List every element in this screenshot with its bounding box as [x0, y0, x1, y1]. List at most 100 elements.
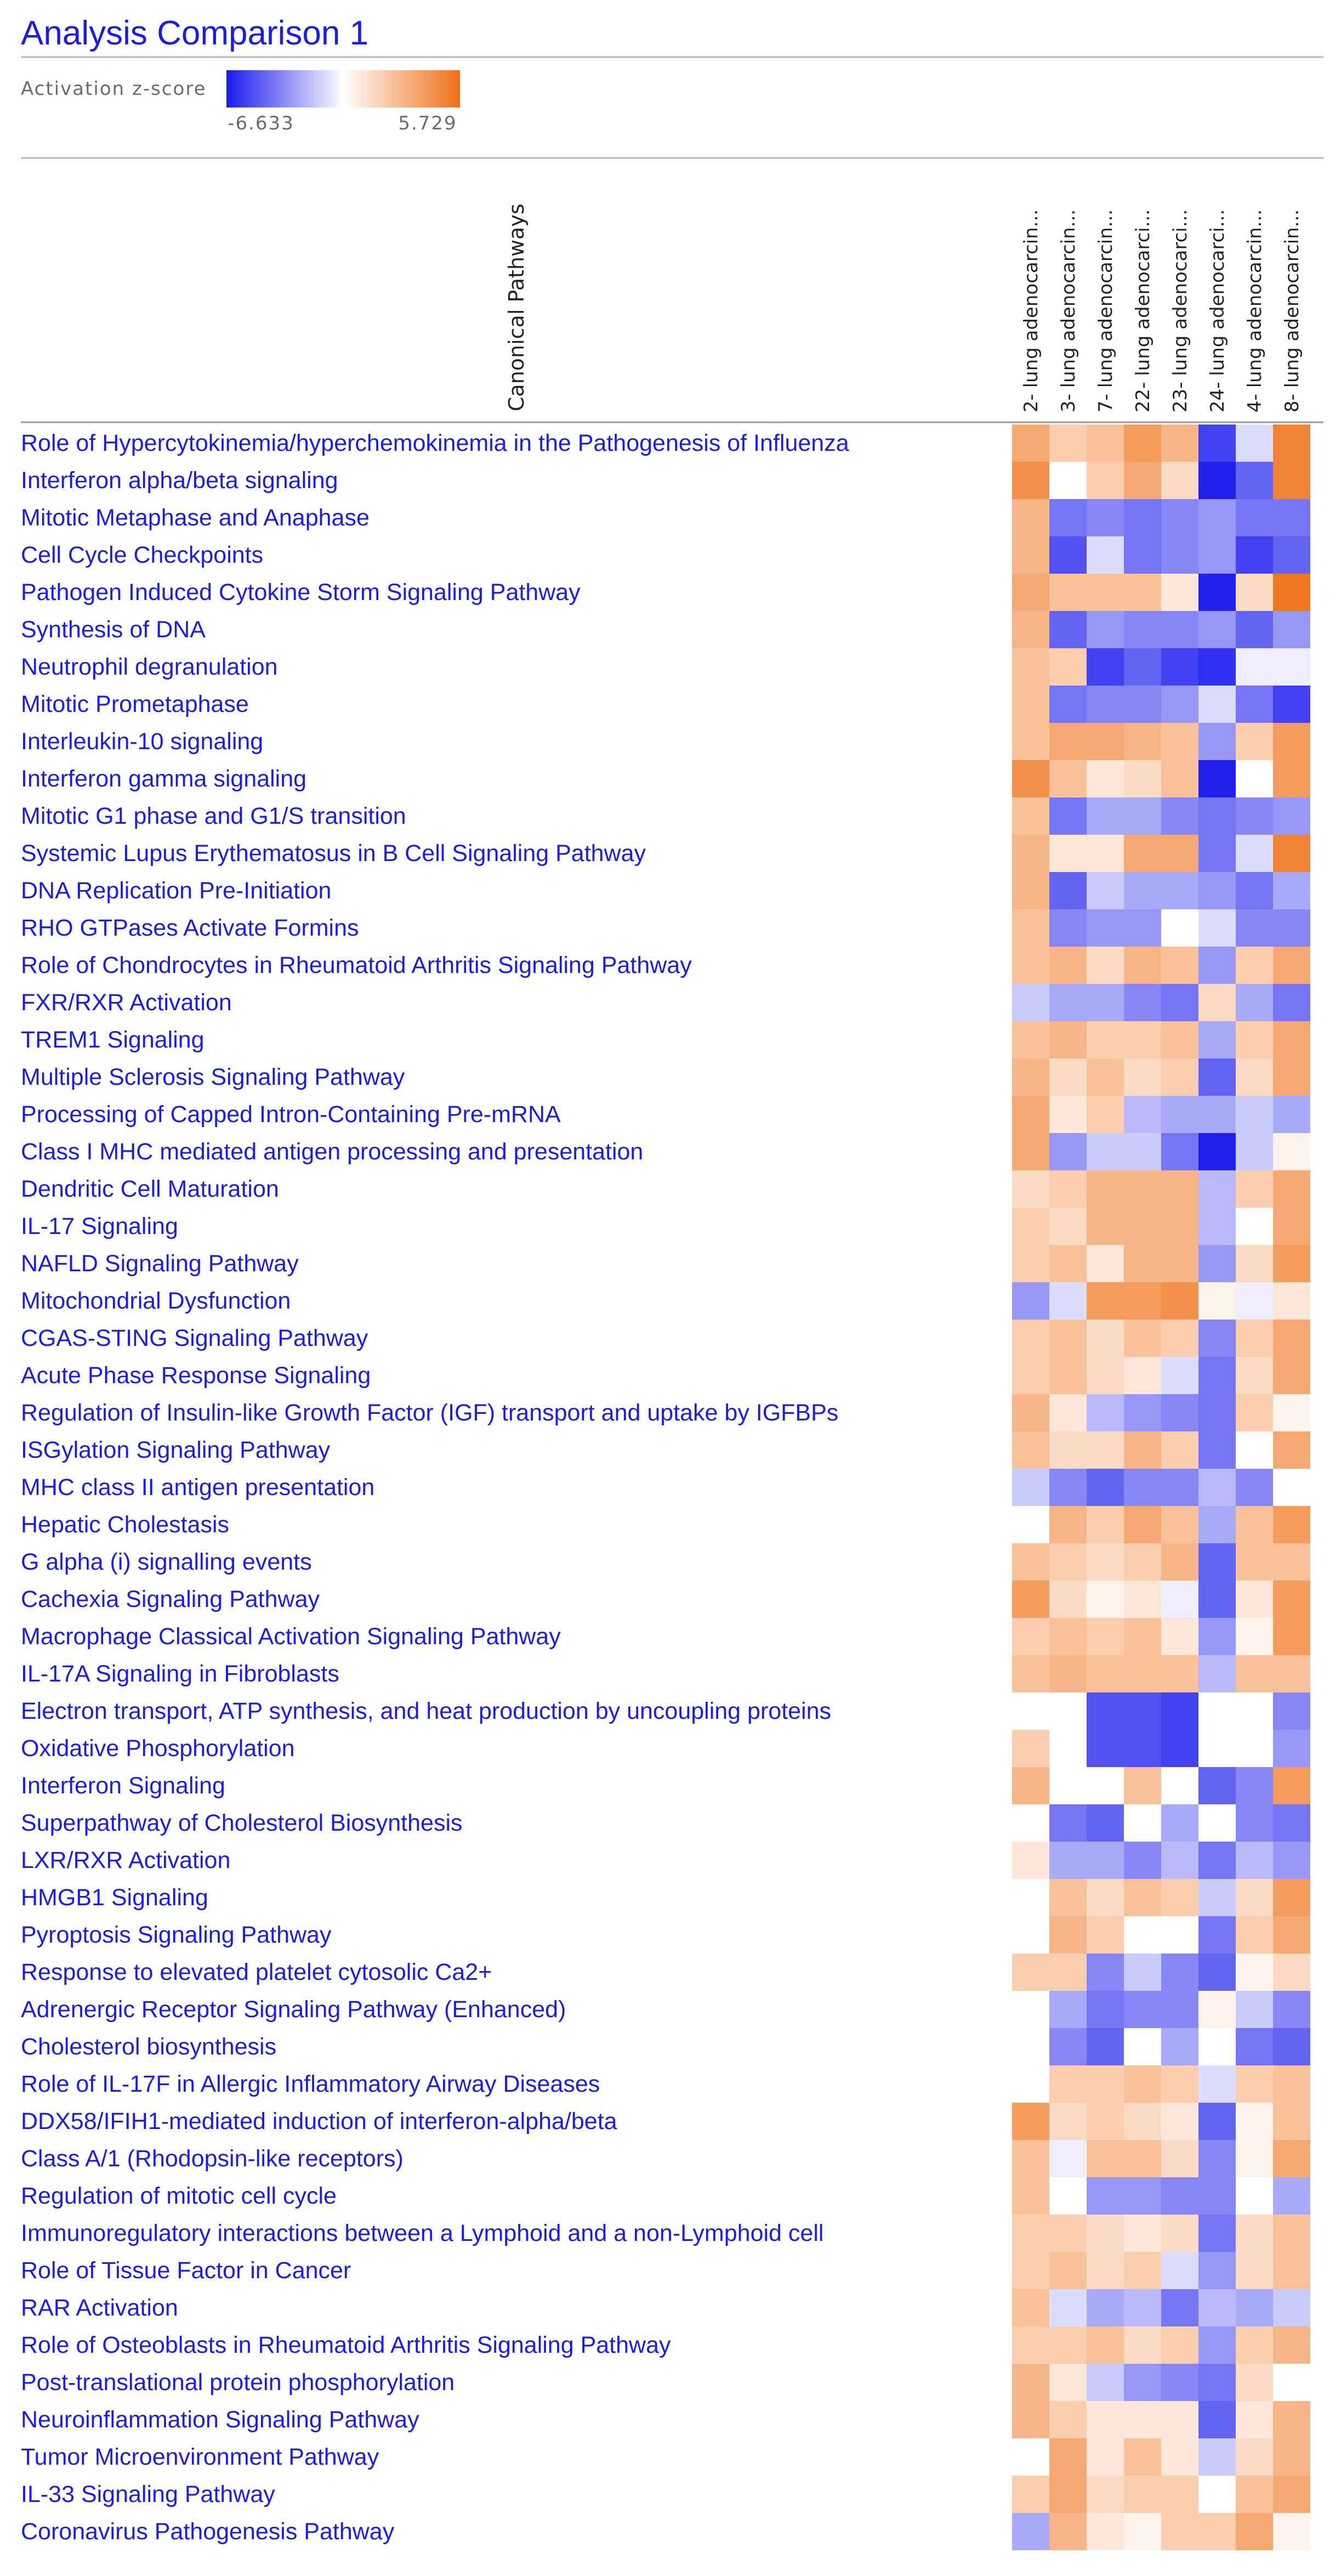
- heatmap-cell[interactable]: [1161, 2289, 1198, 2326]
- heatmap-cell[interactable]: [1124, 1469, 1161, 1506]
- heatmap-cell[interactable]: [1087, 1096, 1124, 1133]
- heatmap-cell[interactable]: [1049, 1543, 1087, 1581]
- heatmap-cell[interactable]: [1049, 1692, 1087, 1730]
- pathway-label[interactable]: Macrophage Classical Activation Signalin…: [21, 1623, 561, 1650]
- heatmap-cell[interactable]: [1049, 1618, 1087, 1655]
- heatmap-cell[interactable]: [1273, 1730, 1310, 1767]
- heatmap-cell[interactable]: [1124, 1133, 1161, 1170]
- heatmap-cell[interactable]: [1236, 797, 1273, 835]
- heatmap-cell[interactable]: [1087, 1618, 1124, 1655]
- heatmap-cell[interactable]: [1087, 2252, 1124, 2289]
- heatmap-cell[interactable]: [1161, 2513, 1198, 2550]
- heatmap-cell[interactable]: [1124, 2140, 1161, 2177]
- pathway-label[interactable]: Class A/1 (Rhodopsin-like receptors): [21, 2145, 404, 2172]
- heatmap-cell[interactable]: [1049, 947, 1087, 984]
- heatmap-cell[interactable]: [1049, 1581, 1087, 1618]
- heatmap-cell[interactable]: [1087, 872, 1124, 909]
- heatmap-cell[interactable]: [1012, 1021, 1049, 1058]
- heatmap-cell[interactable]: [1012, 462, 1049, 499]
- heatmap-cell[interactable]: [1198, 1096, 1236, 1133]
- heatmap-cell[interactable]: [1198, 1842, 1236, 1879]
- heatmap-cell[interactable]: [1273, 686, 1310, 723]
- heatmap-cell[interactable]: [1273, 574, 1310, 611]
- heatmap-cell[interactable]: [1161, 1021, 1198, 1058]
- heatmap-cell[interactable]: [1124, 2215, 1161, 2252]
- heatmap-cell[interactable]: [1236, 760, 1273, 797]
- heatmap-cell[interactable]: [1124, 1916, 1161, 1954]
- heatmap-cell[interactable]: [1087, 1208, 1124, 1245]
- heatmap-cell[interactable]: [1124, 1058, 1161, 1096]
- heatmap-cell[interactable]: [1012, 424, 1049, 462]
- heatmap-cell[interactable]: [1087, 1469, 1124, 1506]
- heatmap-cell[interactable]: [1273, 1842, 1310, 1879]
- heatmap-cell[interactable]: [1124, 2289, 1161, 2326]
- pathway-label[interactable]: Superpathway of Cholesterol Biosynthesis: [21, 1810, 463, 1836]
- heatmap-cell[interactable]: [1198, 909, 1236, 947]
- heatmap-cell[interactable]: [1124, 648, 1161, 686]
- heatmap-cell[interactable]: [1161, 1208, 1198, 1245]
- heatmap-cell[interactable]: [1161, 1730, 1198, 1767]
- heatmap-cell[interactable]: [1012, 723, 1049, 760]
- heatmap-cell[interactable]: [1087, 2289, 1124, 2326]
- heatmap-cell[interactable]: [1198, 1357, 1236, 1394]
- heatmap-cell[interactable]: [1273, 760, 1310, 797]
- pathway-label[interactable]: Neutrophil degranulation: [21, 654, 278, 680]
- heatmap-cell[interactable]: [1198, 1916, 1236, 1954]
- pathway-label[interactable]: Acute Phase Response Signaling: [21, 1362, 371, 1389]
- heatmap-cell[interactable]: [1087, 909, 1124, 947]
- heatmap-cell[interactable]: [1273, 1170, 1310, 1208]
- heatmap-cell[interactable]: [1049, 2289, 1087, 2326]
- heatmap-cell[interactable]: [1049, 1991, 1087, 2028]
- heatmap-cell[interactable]: [1012, 1058, 1049, 1096]
- heatmap-cell[interactable]: [1049, 2513, 1087, 2550]
- heatmap-cell[interactable]: [1049, 2215, 1087, 2252]
- pathway-label[interactable]: IL-33 Signaling Pathway: [21, 2481, 275, 2507]
- heatmap-cell[interactable]: [1273, 2438, 1310, 2476]
- heatmap-cell[interactable]: [1124, 984, 1161, 1021]
- heatmap-cell[interactable]: [1087, 2401, 1124, 2438]
- heatmap-cell[interactable]: [1198, 2438, 1236, 2476]
- pathway-label[interactable]: Pathogen Induced Cytokine Storm Signalin…: [21, 579, 581, 605]
- heatmap-cell[interactable]: [1161, 1245, 1198, 1282]
- heatmap-cell[interactable]: [1236, 536, 1273, 574]
- heatmap-cell[interactable]: [1273, 2401, 1310, 2438]
- pathway-label[interactable]: Role of Chondrocytes in Rheumatoid Arthr…: [21, 952, 692, 978]
- heatmap-cell[interactable]: [1273, 2065, 1310, 2103]
- heatmap-cell[interactable]: [1012, 1170, 1049, 1208]
- heatmap-cell[interactable]: [1124, 1021, 1161, 1058]
- heatmap-cell[interactable]: [1049, 462, 1087, 499]
- heatmap-cell[interactable]: [1198, 984, 1236, 1021]
- heatmap-cell[interactable]: [1198, 1282, 1236, 1320]
- heatmap-cell[interactable]: [1012, 2028, 1049, 2065]
- heatmap-cell[interactable]: [1273, 909, 1310, 947]
- heatmap-cell[interactable]: [1161, 611, 1198, 648]
- heatmap-cell[interactable]: [1124, 1991, 1161, 2028]
- heatmap-cell[interactable]: [1236, 1804, 1273, 1842]
- heatmap-cell[interactable]: [1161, 909, 1198, 947]
- heatmap-cell[interactable]: [1273, 1096, 1310, 1133]
- heatmap-cell[interactable]: [1049, 723, 1087, 760]
- heatmap-cell[interactable]: [1012, 1655, 1049, 1692]
- heatmap-cell[interactable]: [1161, 1543, 1198, 1581]
- heatmap-cell[interactable]: [1236, 2438, 1273, 2476]
- pathway-label[interactable]: IL-17A Signaling in Fibroblasts: [21, 1661, 339, 1687]
- heatmap-cell[interactable]: [1198, 760, 1236, 797]
- heatmap-cell[interactable]: [1124, 1282, 1161, 1320]
- heatmap-cell[interactable]: [1273, 947, 1310, 984]
- pathway-label[interactable]: Tumor Microenvironment Pathway: [21, 2444, 379, 2470]
- heatmap-cell[interactable]: [1198, 2252, 1236, 2289]
- heatmap-cell[interactable]: [1161, 462, 1198, 499]
- heatmap-cell[interactable]: [1087, 2326, 1124, 2364]
- heatmap-cell[interactable]: [1236, 2028, 1273, 2065]
- heatmap-cell[interactable]: [1049, 2326, 1087, 2364]
- pathway-label[interactable]: Interleukin-10 signaling: [21, 728, 263, 755]
- heatmap-cell[interactable]: [1198, 2364, 1236, 2401]
- heatmap-cell[interactable]: [1124, 1357, 1161, 1394]
- pathway-label[interactable]: G alpha (i) signalling events: [21, 1549, 312, 1575]
- heatmap-cell[interactable]: [1273, 648, 1310, 686]
- heatmap-cell[interactable]: [1087, 1804, 1124, 1842]
- heatmap-cell[interactable]: [1198, 2028, 1236, 2065]
- heatmap-cell[interactable]: [1049, 2401, 1087, 2438]
- heatmap-cell[interactable]: [1198, 2177, 1236, 2215]
- heatmap-cell[interactable]: [1012, 2215, 1049, 2252]
